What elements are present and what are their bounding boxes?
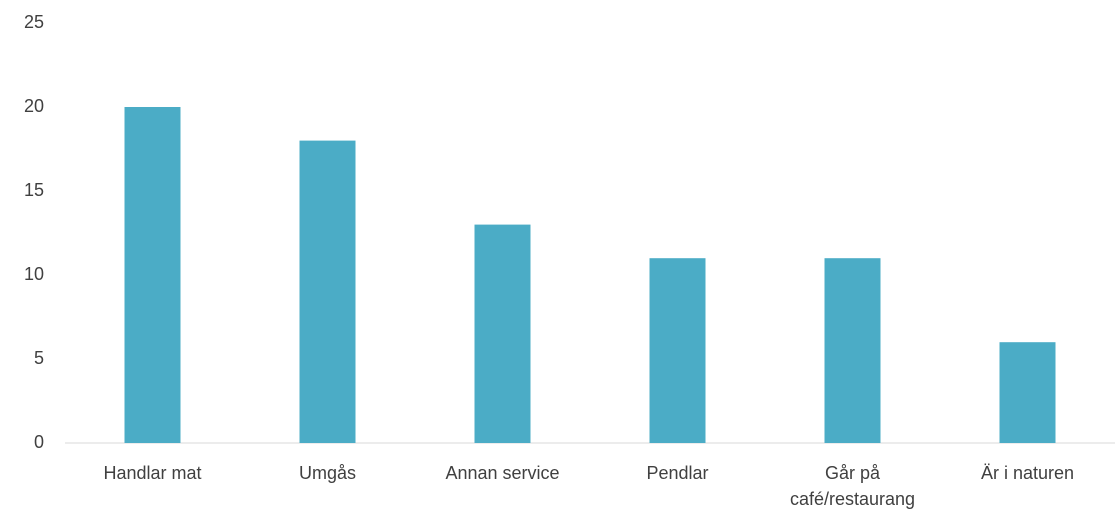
bar: [299, 140, 356, 443]
bar: [474, 224, 531, 443]
x-tick-label: Är i naturen: [981, 463, 1074, 483]
bar: [649, 258, 706, 443]
y-tick-label: 15: [24, 180, 44, 200]
x-tick-label: Pendlar: [646, 463, 708, 483]
bar: [124, 107, 181, 443]
y-tick-label: 0: [34, 432, 44, 452]
bar: [999, 342, 1056, 443]
y-tick-label: 20: [24, 96, 44, 116]
x-tick-label: Umgås: [299, 463, 356, 483]
x-tick-label: Annan service: [445, 463, 559, 483]
bar: [824, 258, 881, 443]
x-tick-label: Går på café/restaurang: [790, 463, 915, 509]
y-tick-label: 5: [34, 348, 44, 368]
y-tick-label: 25: [24, 12, 44, 32]
x-tick-label: Handlar mat: [103, 463, 201, 483]
y-tick-label: 10: [24, 264, 44, 284]
